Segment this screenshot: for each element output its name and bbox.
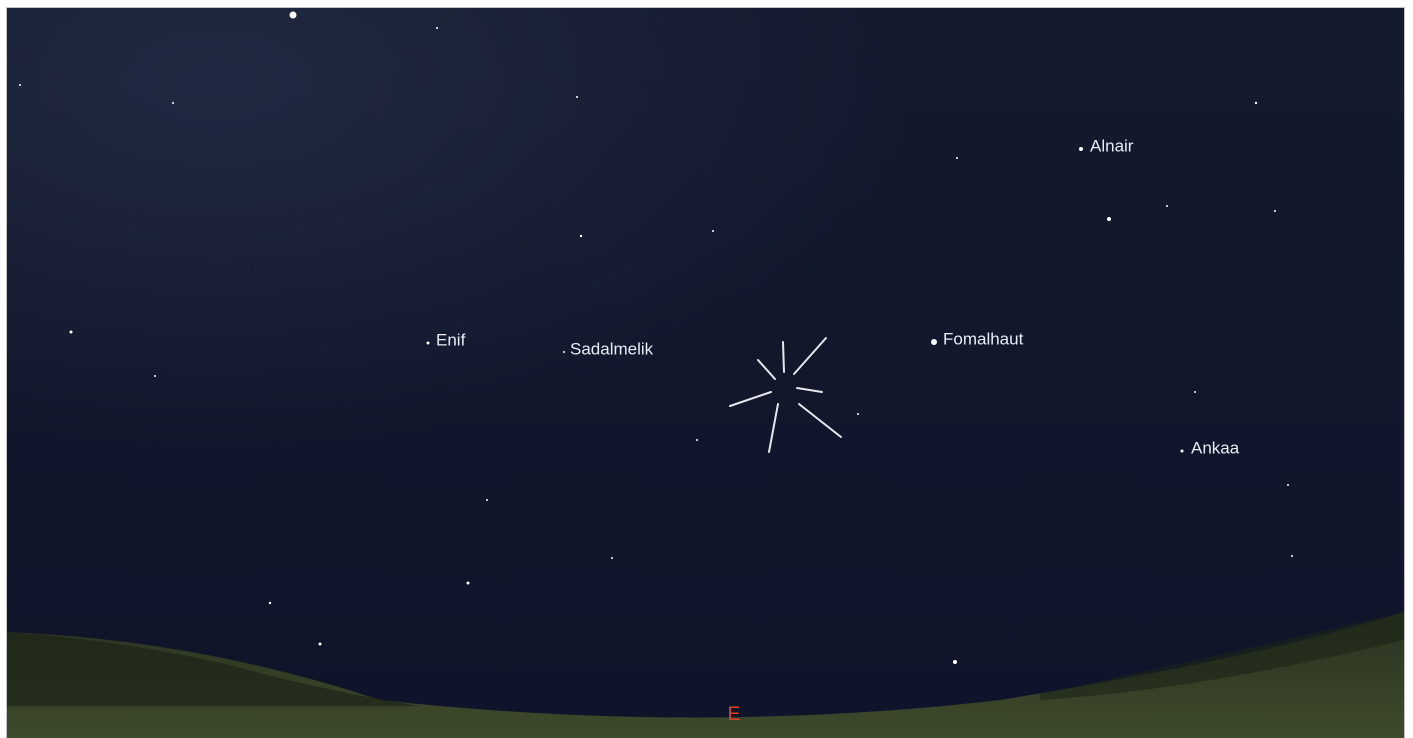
star [931, 339, 937, 345]
star [576, 96, 578, 98]
star [857, 413, 859, 415]
star [1255, 102, 1257, 104]
sky-glow [7, 8, 1404, 738]
star [1107, 217, 1111, 221]
star [70, 331, 73, 334]
compass-label: E [728, 704, 741, 725]
star [154, 375, 156, 377]
star-label: Ankaa [1191, 438, 1240, 457]
star [1291, 555, 1293, 557]
star-label: Fomalhaut [943, 329, 1024, 348]
star [319, 643, 322, 646]
star [1287, 484, 1289, 486]
star-label: Enif [436, 330, 466, 349]
sky-view: Alnair Enif Sadalmelik Fomalhaut Ankaa E [0, 0, 1413, 738]
star [956, 157, 958, 159]
star [486, 499, 488, 501]
star [1274, 210, 1276, 212]
star [712, 230, 714, 232]
star [1181, 450, 1184, 453]
star [580, 235, 582, 237]
page: Alnair Enif Sadalmelik Fomalhaut Ankaa E… [0, 0, 1413, 738]
star [467, 582, 470, 585]
star [611, 557, 613, 559]
star [172, 102, 174, 104]
star [1079, 147, 1083, 151]
star [953, 660, 957, 664]
star [1194, 391, 1196, 393]
star [427, 342, 430, 345]
star [269, 602, 271, 604]
star [696, 439, 698, 441]
star [19, 84, 21, 86]
meteor-streak [783, 342, 784, 372]
star-label: Sadalmelik [570, 339, 654, 358]
star-label: Alnair [1090, 136, 1134, 155]
star [563, 351, 565, 353]
star [1166, 205, 1168, 207]
star [436, 27, 438, 29]
star [290, 12, 297, 19]
